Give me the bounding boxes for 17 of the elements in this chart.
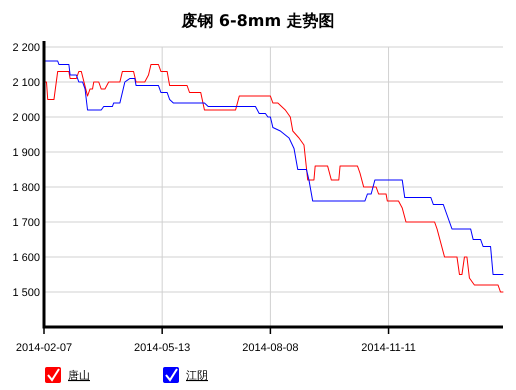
legend-item: 唐山 — [45, 367, 90, 383]
y-tick-label: 2 000 — [12, 112, 40, 124]
x-tick-label: 2014-11-11 — [361, 342, 416, 354]
x-tick-label: 2014-05-13 — [134, 342, 190, 354]
y-tick-label: 2 200 — [12, 42, 40, 54]
y-tick-label: 1 600 — [12, 252, 40, 264]
legend-label: 唐山 — [68, 369, 90, 382]
y-tick-label: 2 100 — [12, 77, 40, 89]
chart-title: 废钢 6-8mm 走势图 — [180, 11, 335, 30]
y-tick-label: 1 500 — [12, 287, 40, 299]
x-tick-label: 2014-08-08 — [242, 342, 299, 354]
y-tick-label: 1 900 — [12, 147, 40, 159]
legend-label: 江阴 — [186, 369, 208, 382]
y-tick-label: 1 800 — [12, 182, 40, 194]
legend-item: 江阴 — [163, 367, 208, 383]
x-tick-label: 2014-02-07 — [16, 342, 72, 354]
y-tick-label: 1 700 — [12, 217, 40, 229]
